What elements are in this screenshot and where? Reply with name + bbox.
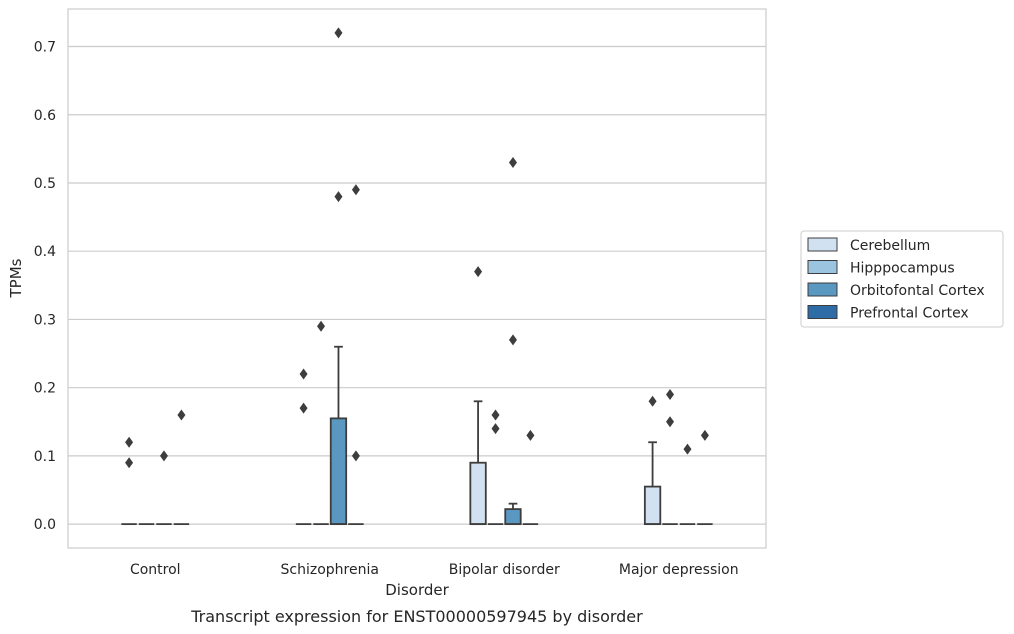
y-tick-label: 0.6	[34, 108, 56, 124]
outlier-point	[491, 423, 500, 435]
series-cerebellum	[121, 266, 662, 526]
series-prefrontal-cortex	[173, 184, 713, 526]
outlier-point	[683, 443, 692, 455]
outlier-point	[666, 416, 675, 428]
y-tick-label: 0.3	[34, 312, 56, 328]
x-tick-label: Control	[130, 562, 181, 578]
chart-caption: Transcript expression for ENST0000059794…	[190, 607, 643, 626]
legend-swatch	[807, 260, 838, 274]
y-tick-labels: 0.0 0.1 0.2 0.3 0.4 0.5 0.6 0.7	[34, 40, 56, 534]
series-hipppocampus	[138, 320, 678, 526]
outlier-point	[334, 191, 343, 203]
y-tick-label: 0.2	[34, 381, 56, 397]
outlier-point	[700, 429, 709, 441]
legend: Cerebellum Hipppocampus Orbitofontal Corte…	[800, 230, 1004, 328]
outlier-point	[299, 402, 308, 414]
outlier-point	[159, 450, 168, 462]
box	[469, 461, 487, 526]
outlier-point	[125, 457, 134, 469]
box	[643, 485, 662, 526]
outlier-point	[299, 368, 308, 380]
outlier-point	[474, 266, 483, 278]
legend-swatch	[807, 305, 838, 319]
y-tick-label: 0.4	[34, 244, 56, 260]
box-groups	[121, 27, 713, 526]
plot-frame	[67, 8, 767, 549]
outlier-point	[317, 320, 326, 332]
outlier-point	[351, 184, 360, 196]
y-axis-label: TPMs	[7, 258, 25, 298]
outlier-point	[125, 436, 134, 448]
legend-label: Orbitofontal Cortex	[850, 283, 985, 299]
y-tick-label: 0.0	[34, 517, 56, 533]
legend-swatch	[807, 282, 838, 297]
x-tick-label: Bipolar disorder	[449, 562, 560, 578]
legend-label: Hipppocampus	[850, 261, 955, 277]
outlier-point	[491, 409, 500, 421]
x-tick-label: Schizophrenia	[281, 562, 379, 578]
x-tick-labels: Control Schizophrenia Bipolar disorder Majo…	[130, 562, 739, 578]
outlier-point	[508, 334, 517, 346]
outlier-point	[508, 157, 517, 169]
outlier-point	[351, 450, 360, 462]
y-grid-lines	[68, 45, 766, 525]
legend-label: Cerebellum	[850, 238, 930, 254]
box	[329, 417, 348, 526]
y-tick-label: 0.5	[34, 176, 56, 192]
outlier-point	[334, 27, 343, 39]
y-tick-label: 0.1	[34, 449, 56, 465]
outlier-point	[648, 395, 657, 407]
legend-frame	[800, 230, 1004, 328]
x-tick-label: Major depression	[619, 562, 739, 578]
legend-label: Prefrontal Cortex	[850, 306, 969, 322]
y-tick-label: 0.7	[34, 40, 56, 56]
box	[504, 508, 522, 526]
outlier-point	[177, 409, 186, 421]
series-orbitofontal-cortex	[156, 27, 696, 526]
outlier-point	[666, 388, 675, 400]
legend-swatch	[807, 237, 838, 252]
plot-background	[68, 9, 766, 548]
outlier-point	[526, 429, 535, 441]
x-axis-label: Disorder	[385, 581, 449, 599]
